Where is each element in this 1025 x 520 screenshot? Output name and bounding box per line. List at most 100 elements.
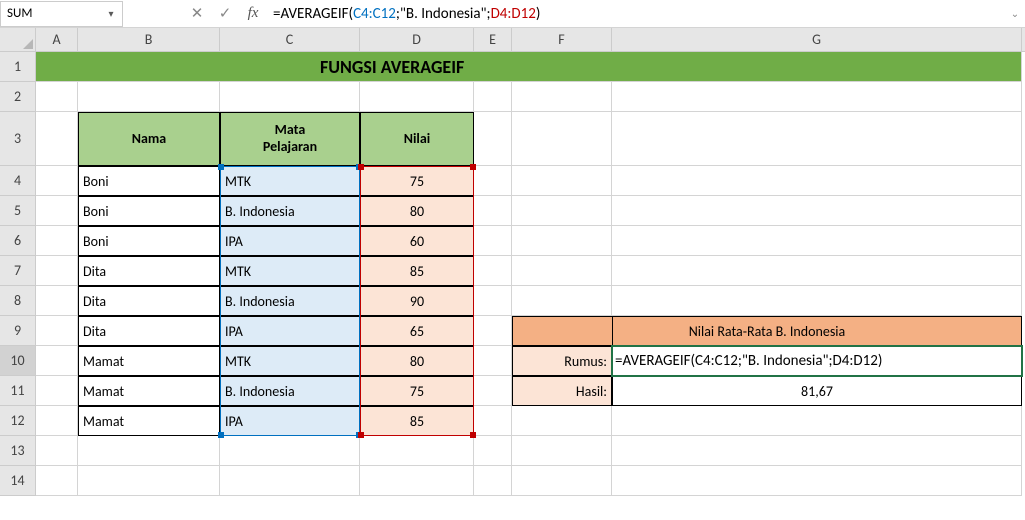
cell-G3[interactable] [612,112,1022,166]
cell-B13[interactable] [78,436,220,466]
cell-B5[interactable]: Boni [78,196,220,226]
cell-G7[interactable] [612,256,1022,286]
cell-E6[interactable] [474,226,512,256]
cell-E5[interactable] [474,196,512,226]
cell-C14[interactable] [220,466,360,496]
cell-E10[interactable] [474,346,512,376]
col-header-G[interactable]: G [612,28,1022,51]
cell-G14[interactable] [612,466,1022,496]
cell-A14[interactable] [36,466,78,496]
cell-D10[interactable]: 80 [360,346,474,376]
formula-expand-icon[interactable]: ⌄ [1005,7,1025,20]
side-header[interactable]: Nilai Rata-Rata B. Indonesia [612,316,1022,346]
cell-F9[interactable] [512,316,612,346]
cell-F12[interactable] [512,406,612,436]
cell-C7[interactable]: MTK [220,256,360,286]
cell-D12[interactable]: 85 [360,406,474,436]
cell-F4[interactable] [512,166,612,196]
row-header-4[interactable]: 4 [0,166,36,196]
cell-E14[interactable] [474,466,512,496]
cell-B4[interactable]: Boni [78,166,220,196]
cell-E7[interactable] [474,256,512,286]
cell-G8[interactable] [612,286,1022,316]
cell-A7[interactable] [36,256,78,286]
row-header-11[interactable]: 11 [0,376,36,406]
cell-G13[interactable] [612,436,1022,466]
col-header-B[interactable]: B [78,28,220,51]
row-header-5[interactable]: 5 [0,196,36,226]
row-header-7[interactable]: 7 [0,256,36,286]
row-header-14[interactable]: 14 [0,466,36,496]
cell-G1[interactable] [612,52,1022,82]
row-header-12[interactable]: 12 [0,406,36,436]
cell-E12[interactable] [474,406,512,436]
cell-A10[interactable] [36,346,78,376]
cell-B7[interactable]: Dita [78,256,220,286]
cell-G2[interactable] [612,82,1022,112]
cell-E2[interactable] [474,82,512,112]
cell-C2[interactable] [220,82,360,112]
cell-E8[interactable] [474,286,512,316]
cell-E11[interactable] [474,376,512,406]
cell-D11[interactable]: 75 [360,376,474,406]
cell-F14[interactable] [512,466,612,496]
cell-D5[interactable]: 80 [360,196,474,226]
header-nama[interactable]: Nama [78,112,220,166]
cell-C6[interactable]: IPA [220,226,360,256]
row-header-6[interactable]: 6 [0,226,36,256]
col-header-F[interactable]: F [512,28,612,51]
cell-C9[interactable]: IPA [220,316,360,346]
cell-A6[interactable] [36,226,78,256]
cell-E1[interactable] [474,52,512,82]
row-header-2[interactable]: 2 [0,82,36,112]
cell-E9[interactable] [474,316,512,346]
cell-B11[interactable]: Mamat [78,376,220,406]
row-header-9[interactable]: 9 [0,316,36,346]
cell-F1[interactable] [512,52,612,82]
hasil-label[interactable]: Hasil: [512,376,612,406]
select-all-corner[interactable] [0,28,36,52]
name-box[interactable]: SUM ▾ [0,1,123,27]
enter-button[interactable]: ✓ [211,1,239,27]
cell-F2[interactable] [512,82,612,112]
hasil-value[interactable]: 81,67 [612,376,1022,406]
cell-A3[interactable] [36,112,78,166]
cell-B14[interactable] [78,466,220,496]
cell-F5[interactable] [512,196,612,226]
cell-D14[interactable] [360,466,474,496]
fx-button[interactable]: fx [239,1,267,27]
cell-C8[interactable]: B. Indonesia [220,286,360,316]
cell-G6[interactable] [612,226,1022,256]
row-header-3[interactable]: 3 [0,112,36,166]
cell-A4[interactable] [36,166,78,196]
cell-B8[interactable]: Dita [78,286,220,316]
cell-A12[interactable] [36,406,78,436]
cell-D13[interactable] [360,436,474,466]
cell-F6[interactable] [512,226,612,256]
cell-D7[interactable]: 85 [360,256,474,286]
cell-A8[interactable] [36,286,78,316]
cell-B10[interactable]: Mamat [78,346,220,376]
cell-A5[interactable] [36,196,78,226]
cell-A11[interactable] [36,376,78,406]
cell-B12[interactable]: Mamat [78,406,220,436]
cell-C13[interactable] [220,436,360,466]
cell-E4[interactable] [474,166,512,196]
row-header-13[interactable]: 13 [0,436,36,466]
name-box-dropdown-icon[interactable]: ▾ [106,7,116,20]
cell-D6[interactable]: 60 [360,226,474,256]
cell-B9[interactable]: Dita [78,316,220,346]
title-cell[interactable]: FUNGSI AVERAGEIF [360,52,474,82]
cell-E13[interactable] [474,436,512,466]
cell-D4[interactable]: 75 [360,166,474,196]
cell-C4[interactable]: MTK [220,166,360,196]
header-mapel[interactable]: Mata Pelajaran [220,112,360,166]
cell-A1[interactable] [36,52,78,82]
formula-input[interactable]: =AVERAGEIF(C4:C12;"B. Indonesia";D4:D12) [267,1,1005,27]
col-header-A[interactable]: A [36,28,78,51]
col-header-D[interactable]: D [360,28,474,51]
row-header-1[interactable]: 1 [0,52,36,82]
cell-A13[interactable] [36,436,78,466]
cell-C5[interactable]: B. Indonesia [220,196,360,226]
cell-F13[interactable] [512,436,612,466]
